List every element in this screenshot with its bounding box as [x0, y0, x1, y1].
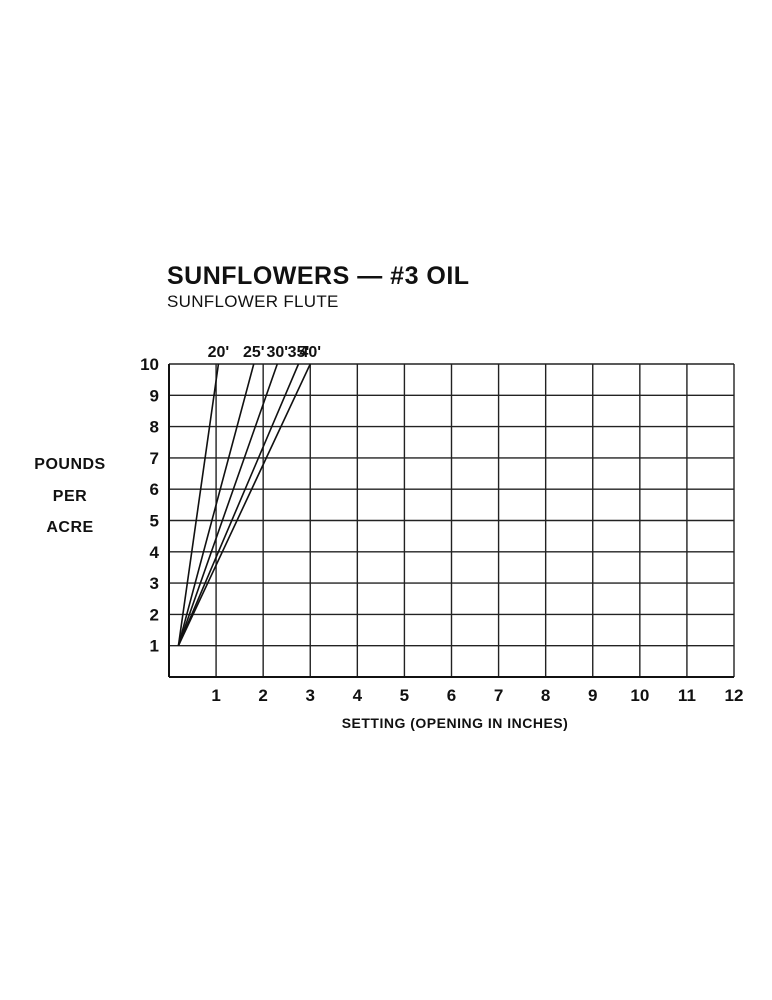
x-tick-label-7: 7 — [494, 686, 503, 705]
y-tick-label-8: 8 — [150, 418, 159, 437]
series-line-2 — [177, 363, 279, 646]
x-tick-label-2: 2 — [258, 686, 267, 705]
x-tick-label-3: 3 — [306, 686, 315, 705]
y-tick-label-10: 10 — [140, 355, 159, 374]
series-line-1 — [177, 363, 255, 646]
series-label-1: 25' — [243, 344, 265, 361]
y-tick-label-9: 9 — [150, 386, 159, 405]
x-tick-label-1: 1 — [211, 686, 220, 705]
y-axis-label-line-2: PER — [52, 488, 88, 505]
y-axis-label-line-3: ACRE — [46, 519, 94, 536]
y-axis-label-line-1: POUNDS — [34, 456, 106, 473]
chart-title: SUNFLOWERS — #3 OIL — [167, 262, 470, 290]
x-tick-label-9: 9 — [588, 686, 597, 705]
x-tick-label-10: 10 — [630, 686, 649, 705]
series-label-2: 30' — [266, 344, 288, 361]
y-tick-label-2: 2 — [150, 605, 159, 624]
series-line-0 — [177, 363, 220, 646]
y-tick-label-3: 3 — [150, 574, 159, 593]
series-label-0: 20' — [208, 344, 230, 361]
series-label-3: 35' — [288, 344, 310, 361]
y-tick-label-7: 7 — [150, 449, 159, 468]
x-tick-label-12: 12 — [725, 686, 744, 705]
y-tick-label-5: 5 — [150, 512, 159, 531]
x-tick-label-6: 6 — [447, 686, 456, 705]
x-tick-label-4: 4 — [353, 686, 363, 705]
y-tick-label-6: 6 — [150, 480, 159, 499]
x-tick-label-11: 11 — [678, 686, 696, 705]
series-line-3 — [177, 363, 300, 647]
series-line-4 — [177, 363, 311, 647]
x-axis-label: SETTING (OPENING IN INCHES) — [342, 715, 569, 731]
x-tick-label-8: 8 — [541, 686, 550, 705]
y-tick-label-4: 4 — [150, 543, 160, 562]
y-tick-label-1: 1 — [150, 637, 159, 656]
series-label-4: 40' — [299, 344, 321, 361]
chart-subtitle: SUNFLOWER FLUTE — [167, 292, 339, 311]
x-tick-label-5: 5 — [400, 686, 409, 705]
